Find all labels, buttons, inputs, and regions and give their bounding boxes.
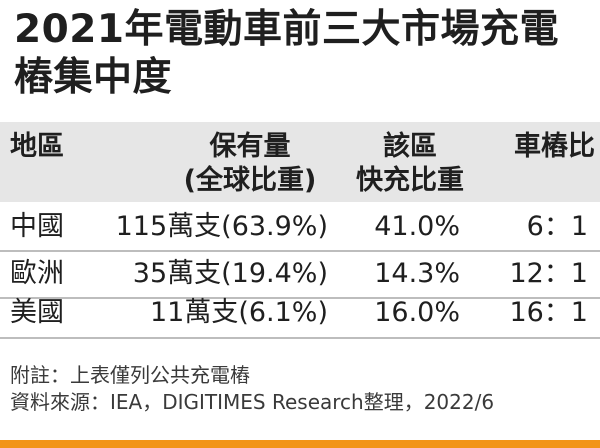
cell-fast-share: 14.3% [374, 258, 460, 289]
footnote-note: 附註：上表僅列公共充電樁 [10, 363, 250, 387]
cell-holding: 115萬支(63.9%) [115, 211, 328, 242]
chart-title-line-2: 樁集中度 [14, 55, 173, 100]
row-divider [0, 337, 600, 339]
column-header-region: 地區 [10, 130, 90, 164]
column-header-holding-line-1: 保有量 [209, 131, 291, 162]
cell-fast-share: 16.0% [374, 297, 460, 328]
column-header-fast-share: 該區 快充比重 [345, 130, 475, 198]
row-divider [0, 297, 600, 299]
column-header-ratio-line-1: 車樁比 [514, 131, 595, 162]
footnotes: 附註：上表僅列公共充電樁 資料來源：IEA，DIGITIMES Research… [10, 362, 590, 416]
cell-region: 中國 [10, 211, 64, 242]
cell-ratio: 12：1 [509, 258, 588, 289]
cell-region: 歐洲 [10, 258, 64, 289]
table-row: 中國 115萬支(63.9%) 41.0% 6：1 [0, 204, 600, 250]
column-header-holding-line-2: (全球比重) [183, 165, 317, 196]
table-row: 歐洲 35萬支(19.4%) 14.3% 12：1 [0, 251, 600, 297]
cell-ratio: 16：1 [509, 297, 588, 328]
column-header-fast-share-line-2: 快充比重 [356, 165, 464, 196]
cell-region: 美國 [10, 297, 64, 328]
cell-fast-share: 41.0% [374, 211, 460, 242]
cell-ratio: 6：1 [526, 211, 588, 242]
column-header-region-line-1: 地區 [10, 131, 64, 162]
row-divider [0, 250, 600, 252]
chart-title: 2021年電動車前三大市場充電 樁集中度 [14, 6, 584, 102]
cell-holding: 35萬支(19.4%) [132, 258, 328, 289]
table-row: 美國 11萬支(6.1%) 16.0% 16：1 [0, 290, 600, 336]
cell-holding: 11萬支(6.1%) [149, 297, 328, 328]
column-header-ratio: 車樁比 [480, 130, 595, 164]
table-header-band [0, 122, 600, 202]
column-header-fast-share-line-1: 該區 [383, 131, 437, 162]
bottom-accent-bar [0, 440, 600, 448]
column-header-holding: 保有量 (全球比重) [140, 130, 360, 198]
chart-title-line-1: 2021年電動車前三大市場充電 [14, 7, 560, 52]
footnote-source: 資料來源：IEA，DIGITIMES Research整理，2022/6 [10, 390, 495, 414]
